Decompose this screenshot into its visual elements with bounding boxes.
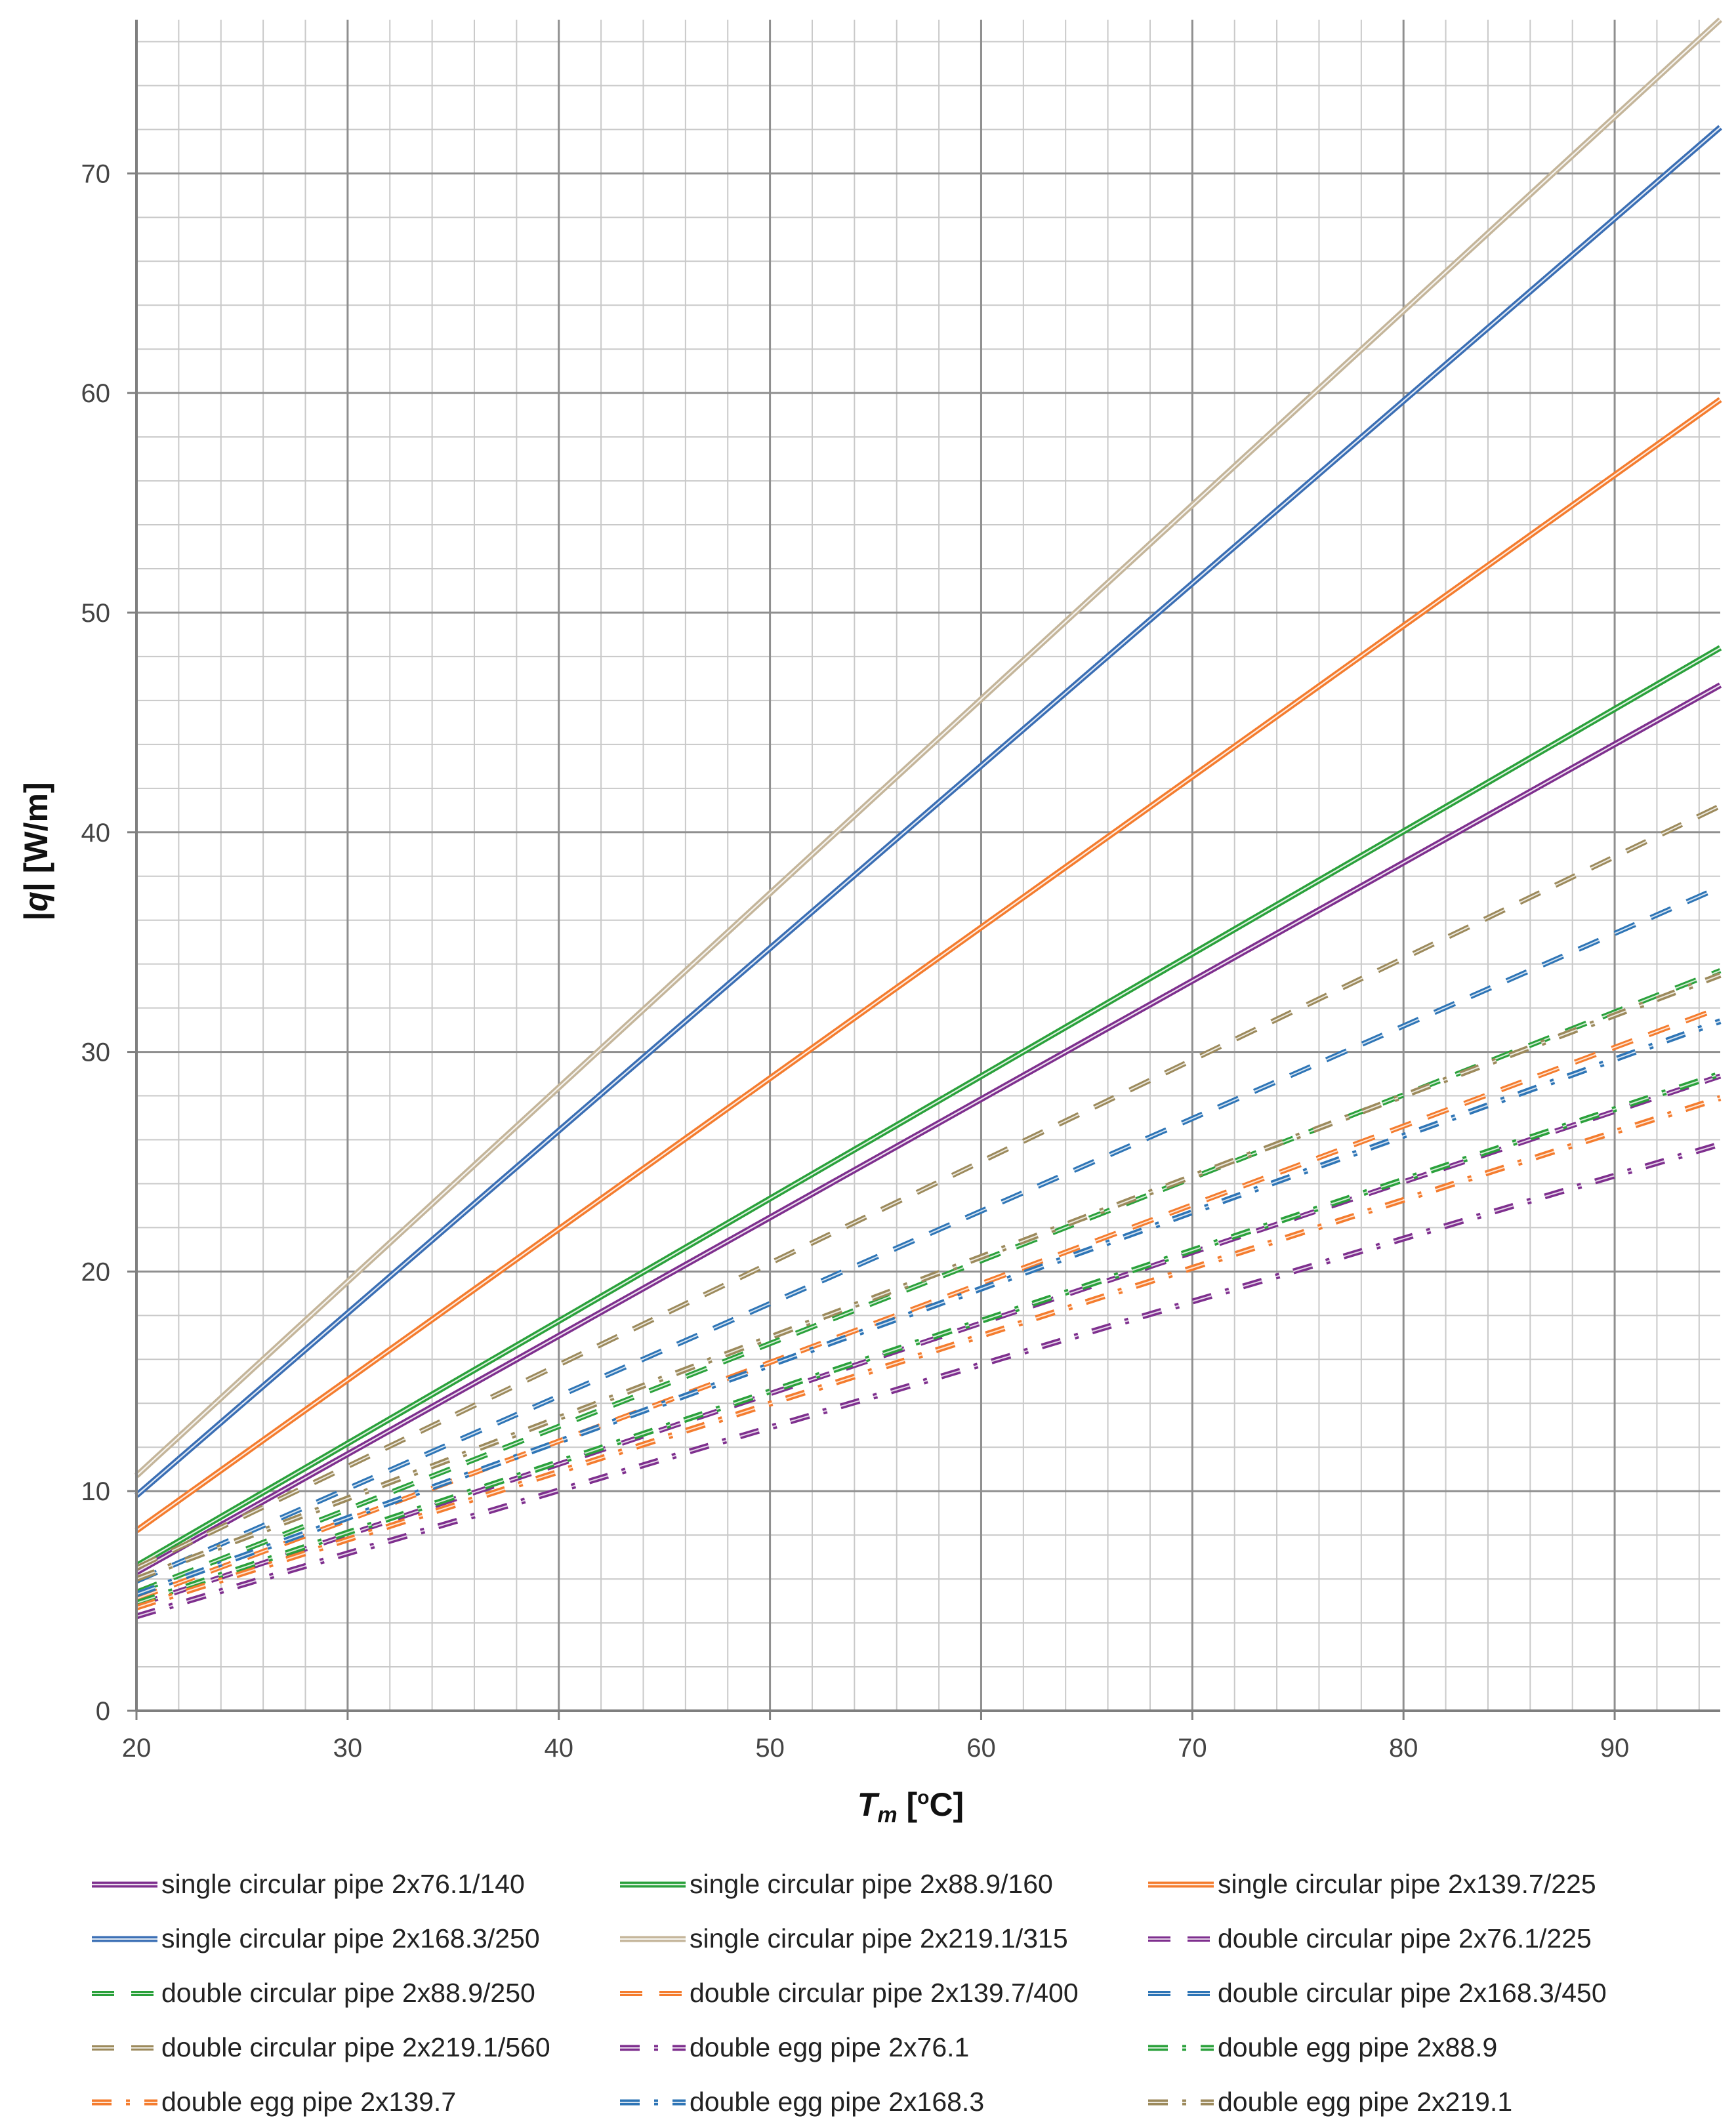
series-line: [135, 803, 1722, 1570]
legend-label: double egg pipe 2x88.9: [1218, 2032, 1497, 2062]
legend-label: double egg pipe 2x219.1: [1218, 2087, 1512, 2117]
y-tick-label: 70: [81, 159, 111, 188]
series-line: [135, 1018, 1722, 1597]
x-tick-label: 80: [1389, 1734, 1418, 1763]
x-tick-label: 40: [544, 1734, 573, 1763]
series-line: [135, 972, 1722, 1582]
legend-label: double egg pipe 2x168.3: [690, 2087, 984, 2117]
legend-label: single circular pipe 2x168.3/250: [161, 1923, 540, 1953]
series-line: [135, 1005, 1722, 1601]
series-line: [135, 884, 1722, 1584]
legend-label: double egg pipe 2x139.7: [161, 2087, 456, 2117]
y-tick-label: 50: [81, 599, 111, 628]
legend-label: double circular pipe 2x88.9/250: [161, 1978, 535, 2008]
legend-label: single circular pipe 2x219.1/315: [690, 1923, 1068, 1953]
y-tick-label: 10: [81, 1477, 111, 1506]
y-tick-label: 0: [96, 1697, 110, 1726]
legend-label: double circular pipe 2x168.3/450: [1218, 1978, 1607, 2008]
tick-labels: 20 30 40 50 60 70 80 90 0 10 20 30 40 50 60 70: [81, 159, 1630, 1763]
series-line: [134, 682, 1722, 1575]
x-tick-label: 60: [966, 1734, 996, 1763]
legend-label: double egg pipe 2x76.1: [690, 2032, 969, 2062]
series-line: [135, 1141, 1722, 1620]
series-line: [134, 17, 1723, 1479]
x-tick-label: 50: [755, 1734, 785, 1763]
y-axis-title: |q| [W/m]: [18, 782, 55, 920]
series-line: [134, 125, 1722, 1498]
x-tick-label: 90: [1600, 1734, 1630, 1763]
series-layer: [134, 17, 1723, 1620]
axes: [127, 20, 1720, 1720]
legend-label: single circular pipe 2x76.1/140: [161, 1869, 525, 1899]
major-grid: [135, 20, 1720, 1712]
series-line: [135, 968, 1722, 1595]
legend-label: single circular pipe 2x139.7/225: [1218, 1869, 1596, 1899]
x-tick-label: 70: [1178, 1734, 1207, 1763]
y-tick-label: 30: [81, 1038, 111, 1067]
minor-grid: [136, 20, 1720, 1711]
legend-label: double circular pipe 2x139.7/400: [690, 1978, 1079, 2008]
y-tick-label: 60: [81, 379, 111, 408]
legend-label: single circular pipe 2x88.9/160: [690, 1869, 1053, 1899]
x-tick-label: 30: [333, 1734, 363, 1763]
y-tick-label: 20: [81, 1257, 111, 1286]
legend-label: double circular pipe 2x76.1/225: [1218, 1923, 1592, 1953]
series-line: [135, 1071, 1722, 1606]
series-line: [135, 1095, 1722, 1610]
y-tick-label: 40: [81, 819, 111, 848]
x-tick-label: 20: [122, 1734, 152, 1763]
series-line: [134, 645, 1722, 1568]
legend-label: double circular pipe 2x219.1/560: [161, 2032, 550, 2062]
legend: single circular pipe 2x76.1/140 single ci…: [92, 1869, 1607, 2117]
series-line: [134, 397, 1722, 1534]
x-axis-title: Tm [oC]: [858, 1786, 964, 1828]
